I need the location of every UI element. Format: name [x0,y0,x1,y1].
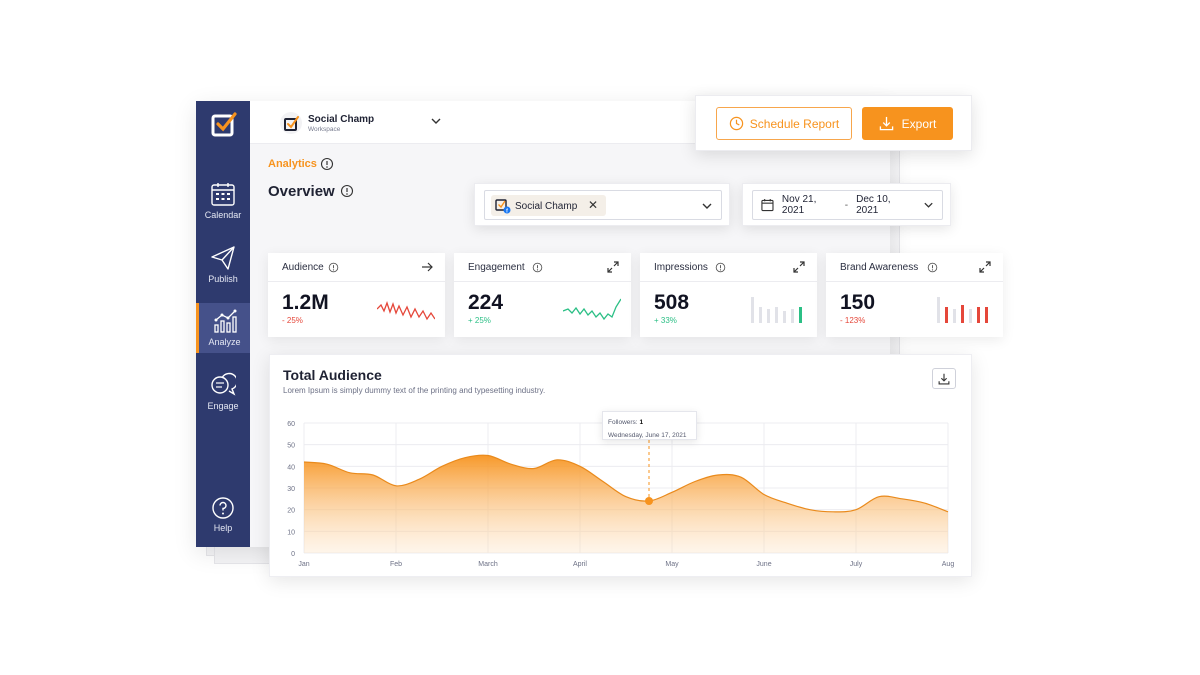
date-separator: - [844,199,849,211]
date-range-picker[interactable]: Nov 21, 2021 - Dec 10, 2021 [752,190,943,220]
metric-delta: - 25% [282,316,303,325]
metric-card-brand-awareness[interactable]: Brand Awareness 150 - 123% [826,253,1003,337]
info-icon[interactable] [340,184,354,198]
svg-text:f: f [506,208,508,214]
sparkline-engagement [563,298,621,321]
tooltip-label: Followers: [608,419,638,426]
chevron-down-icon [924,202,933,208]
metric-value: 508 [654,291,690,314]
sidebar-item-label: Analyze [208,337,241,347]
info-icon[interactable] [320,157,334,171]
calendar-icon [211,183,235,206]
metric-title: Engagement [468,262,525,273]
info-icon[interactable] [532,262,543,273]
chat-bubbles-icon [211,372,236,396]
schedule-report-label: Schedule Report [749,116,840,131]
sidebar-item-label: Calendar [204,210,242,220]
sidebar-item-help[interactable]: Help [196,496,250,546]
download-icon [938,373,950,384]
sidebar-item-publish[interactable]: Publish [196,245,250,295]
export-label: Export [901,116,937,131]
breadcrumb[interactable]: Analytics [268,158,317,170]
sidebar-item-analyze[interactable]: Analyze [196,303,250,353]
account-select[interactable]: f Social Champ ✕ [484,190,722,220]
sidebar-item-label: Publish [208,274,238,284]
date-from: Nov 21, 2021 [781,194,817,216]
download-chart-button[interactable] [932,368,956,389]
info-icon[interactable] [927,262,938,273]
help-icon [212,497,234,519]
account-chip-label: Social Champ [515,201,578,212]
metric-card-header: Brand Awareness [826,253,1003,282]
social-champ-logo-icon[interactable] [211,111,237,137]
sparkline-audience [377,301,435,321]
account-filter-panel: f Social Champ ✕ [474,183,730,226]
sidebar-item-label: Help [213,523,233,533]
date-range-panel: Nov 21, 2021 - Dec 10, 2021 [742,183,951,226]
analytics-chart-icon [213,309,237,333]
chart-title: Total Audience [283,367,382,383]
metric-card-impressions[interactable]: Impressions 508 + 33% [640,253,817,337]
calendar-icon [761,199,774,212]
expand-icon[interactable] [979,261,991,273]
metric-card-header: Audience [268,253,445,282]
schedule-report-button[interactable]: Schedule Report [716,107,852,140]
chart-subtitle: Lorem Ipsum is simply dummy text of the … [283,386,546,395]
report-actions-panel: Schedule Report Export [695,95,972,151]
total-audience-card: Total Audience Lorem Ipsum is simply dum… [269,354,972,577]
metric-card-header: Engagement [454,253,631,282]
metric-title: Impressions [654,262,708,273]
page-title: Overview [268,183,335,200]
workspace-subtitle: Workspace [308,126,341,133]
sidebar: Calendar Publish Analyze [196,101,250,547]
metric-value: 224 [468,291,504,314]
metric-title: Brand Awareness [840,262,919,273]
metric-card-audience[interactable]: Audience 1.2M - 25% [268,253,445,337]
chevron-down-icon[interactable] [701,200,713,212]
bar-sparkline-impressions [751,297,802,323]
chevron-down-icon[interactable] [430,115,442,127]
tooltip-value: 1 [639,419,644,426]
sidebar-item-calendar[interactable]: Calendar [196,181,250,231]
sidebar-item-engage[interactable]: Engage [196,372,250,422]
sidebar-item-label: Engage [207,401,239,411]
remove-chip-icon[interactable]: ✕ [588,198,599,212]
facebook-account-icon: f [495,199,511,214]
arrow-right-icon[interactable] [421,261,433,273]
metric-delta: - 123% [840,316,866,325]
workspace-avatar[interactable] [280,112,302,134]
metric-value: 150 [840,291,876,314]
export-button[interactable]: Export [862,107,953,140]
paper-plane-icon [211,246,235,270]
metric-delta: + 25% [468,316,491,325]
metric-title: Audience [282,262,324,273]
info-icon[interactable] [715,262,726,273]
account-chip[interactable]: f Social Champ ✕ [491,195,607,216]
workspace-name[interactable]: Social Champ [308,114,375,125]
workspace-logo-icon [284,116,299,131]
tooltip-date: Wednesday, June 17, 2021 [608,432,687,439]
expand-icon[interactable] [607,261,619,273]
chart-tooltip: Followers: 1 Wednesday, June 17, 2021 [602,411,697,440]
info-icon[interactable] [328,262,339,273]
download-icon [879,116,893,131]
expand-icon[interactable] [793,261,805,273]
bar-sparkline-brand-awareness [937,297,988,323]
clock-icon [729,116,743,131]
metric-card-engagement[interactable]: Engagement 224 + 25% [454,253,631,337]
metric-value: 1.2M [282,291,329,314]
metric-card-header: Impressions [640,253,817,282]
metric-delta: + 33% [654,316,677,325]
date-to: Dec 10, 2021 [856,194,891,216]
